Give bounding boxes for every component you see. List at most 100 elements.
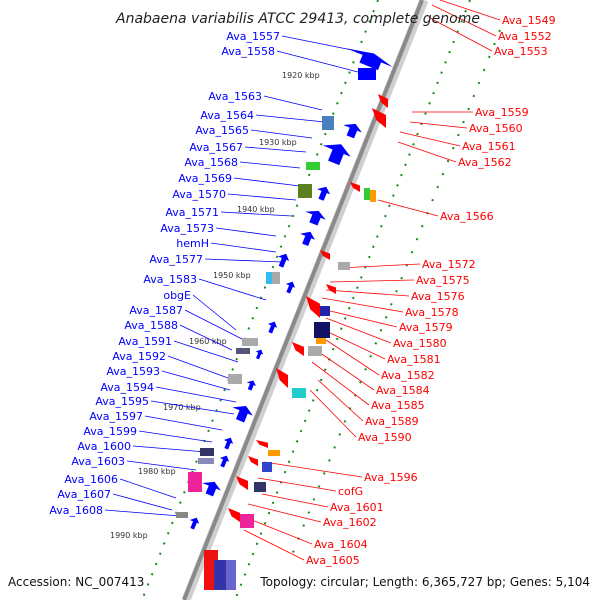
- leader-line: [377, 199, 439, 217]
- gene-arrow: [219, 455, 230, 468]
- gene-block: [200, 448, 214, 456]
- gene-arrow: [256, 440, 268, 448]
- leader-line: [263, 461, 363, 478]
- leader-line: [215, 227, 277, 237]
- leader-line: [144, 415, 223, 431]
- leader-line: [321, 297, 404, 313]
- leader-line: [179, 324, 233, 351]
- gene-arrow: [189, 517, 200, 530]
- gene-label-right: Ava_1601: [330, 501, 384, 514]
- gene-arrow: [317, 186, 331, 201]
- leader-line: [138, 430, 213, 443]
- leader-line: [323, 329, 386, 360]
- leader-line: [319, 335, 380, 376]
- gene-block: [298, 184, 312, 198]
- gene-arrow: [326, 284, 336, 294]
- accession-text: Accession: NC_007413: [8, 575, 144, 589]
- leader-line: [251, 519, 313, 545]
- gene-label-right: Ava_1552: [498, 30, 552, 43]
- gene-arrow: [346, 48, 393, 71]
- gene-block: [262, 462, 272, 472]
- gene-label-right: Ava_1604: [314, 538, 368, 551]
- gene-arrow: [372, 108, 386, 128]
- gene-arrow: [228, 508, 240, 522]
- gene-label-left: Ava_1591: [118, 335, 172, 348]
- gene-block: [188, 472, 202, 492]
- gene-block: [198, 458, 214, 464]
- gene-label-right: Ava_1549: [502, 14, 556, 27]
- gene-block: [176, 512, 188, 518]
- tick-label: 1970 kbp: [163, 403, 201, 412]
- gene-block: [338, 262, 350, 270]
- gene-arrow: [322, 144, 351, 166]
- gene-block: [306, 162, 320, 170]
- leader-line: [167, 355, 229, 379]
- gene-label-left: Ava_1568: [184, 156, 238, 169]
- gene-label-left: Ava_1594: [100, 381, 154, 394]
- gene-label-right: Ava_1562: [458, 156, 512, 169]
- gene-label-left: Ava_1595: [95, 395, 149, 408]
- gene-label-right: Ava_1580: [393, 337, 447, 350]
- gene-label-left: Ava_1577: [149, 253, 203, 266]
- gene-label-left: Ava_1569: [178, 172, 232, 185]
- gene-arrow: [276, 368, 288, 388]
- leader-line: [119, 478, 177, 499]
- leader-line: [173, 340, 239, 363]
- tick-label: 1960 kbp: [189, 337, 227, 346]
- gene-arrow: [292, 342, 304, 356]
- gene-arrow: [267, 321, 278, 334]
- gene-label-right: Ava_1584: [376, 384, 430, 397]
- gene-label-left: Ava_1587: [129, 304, 183, 317]
- leader-line: [337, 263, 421, 269]
- leader-line: [150, 400, 235, 415]
- gene-label-right: Ava_1566: [440, 210, 494, 223]
- gene-arrow: [236, 476, 248, 490]
- gene-block: [316, 338, 326, 344]
- gene-label-right: Ava_1585: [371, 399, 425, 412]
- gene-block: [268, 450, 280, 456]
- gene-arrow: [246, 380, 257, 391]
- leader-line: [431, 4, 497, 37]
- summary-text: Topology: circular; Length: 6,365,727 bp…: [259, 575, 590, 589]
- gene-label-right: Ava_1578: [405, 306, 459, 319]
- leader-line: [239, 161, 301, 169]
- left-labels: Ava_1557 Ava_1558 Ava_1563 Ava_1564 Ava_1565…: [49, 30, 280, 517]
- leader-line: [397, 141, 457, 163]
- gene-label-right: Ava_1559: [475, 106, 529, 119]
- gene-arrow: [300, 231, 315, 246]
- leader-line: [281, 35, 363, 53]
- gene-features: [176, 48, 393, 590]
- leader-line: [399, 131, 461, 147]
- gene-label-right: Ava_1589: [365, 415, 419, 428]
- gene-label-left: Ava_1592: [112, 350, 166, 363]
- gene-arrow: [285, 281, 296, 294]
- gene-label-left: Ava_1565: [195, 124, 249, 137]
- leader-line: [220, 211, 293, 217]
- gene-label-left: Ava_1583: [143, 273, 197, 286]
- gene-label-left: Ava_1564: [200, 109, 254, 122]
- leader-line: [325, 309, 398, 328]
- leader-line: [210, 242, 277, 253]
- gene-label-left: Ava_1599: [83, 425, 137, 438]
- leader-line: [247, 503, 322, 523]
- gene-arrow: [378, 94, 388, 108]
- gene-label-left: Ava_1588: [124, 319, 178, 332]
- gene-label-right: Ava_1602: [323, 516, 377, 529]
- gene-label-right: Ava_1582: [381, 369, 435, 382]
- gene-label-right: Ava_1575: [416, 274, 470, 287]
- leader-line: [155, 386, 237, 403]
- gene-label-left: Ava_1603: [71, 455, 125, 468]
- gene-label-right: Ava_1590: [358, 431, 412, 444]
- leader-line: [244, 146, 307, 153]
- gene-label-right: Ava_1561: [462, 140, 516, 153]
- gene-block: [322, 116, 334, 130]
- leader-line: [329, 279, 415, 283]
- gene-label-left: Ava_1600: [77, 440, 131, 453]
- gene-arrow: [255, 349, 264, 360]
- gene-arrow: [305, 210, 326, 226]
- leader-line: [309, 389, 357, 438]
- map-title: Anabaena variabilis ATCC 29413, complete…: [115, 11, 480, 27]
- gene-label-left: Ava_1607: [57, 488, 111, 501]
- leader-line: [132, 445, 207, 453]
